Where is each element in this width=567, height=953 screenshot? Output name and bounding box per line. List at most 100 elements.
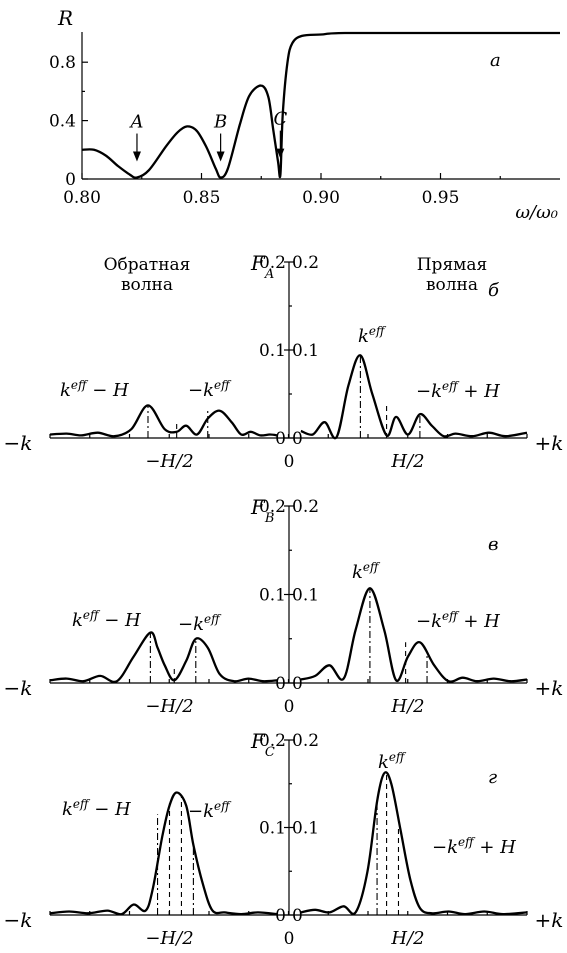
- panel-v-y-tick-label-left: 0.2: [259, 497, 286, 517]
- panel-a-x-tick-label: 0.90: [302, 188, 340, 208]
- panel-g-label-keff-minus-h: keff − H: [62, 797, 131, 820]
- panel-v-ylabel-base: F: [250, 495, 266, 519]
- panel-g-label-keff-base: k: [378, 752, 389, 773]
- panel-a-y-tick-label: 0.4: [49, 112, 76, 132]
- panel-b-label-keff-minus-h-base: k: [60, 380, 71, 401]
- panel-b-ylabel-base: F: [250, 251, 266, 275]
- panel-v-half-h-label: H/2: [390, 696, 424, 717]
- annotation-arrow-head: [132, 151, 141, 162]
- caption-backward-line2: волна: [121, 275, 173, 295]
- panel-v-label-minus-keff-base: −k: [178, 614, 204, 635]
- panel-g-label-keff-minus-h-base: k: [62, 799, 73, 820]
- panel-b-y-tick-label-right: 0.1: [292, 341, 319, 361]
- annotation-label: A: [128, 112, 143, 133]
- panel-b-label-keff-sup: eff: [369, 324, 387, 338]
- panel-v-ylabel: FB: [250, 495, 274, 526]
- panel-v-label-minus-keff-plus-h-rest: + H: [458, 611, 501, 632]
- panel-g-y-tick-label-left: 0.1: [259, 819, 286, 839]
- panel-v-label-keff: keff: [352, 560, 381, 583]
- panel-b-y-tick-label-left: 0.2: [259, 253, 286, 273]
- annotation-label: C: [273, 109, 287, 130]
- panel-b-right-end-label: +k: [535, 431, 564, 455]
- panel-b-label-keff-minus-h-rest: − H: [87, 380, 130, 401]
- panel-g-label-minus-keff-plus-h-sup: eff: [458, 835, 476, 849]
- panel-g-left-end-label: −k: [4, 908, 33, 932]
- panel-b-zero-label: 0: [284, 452, 295, 472]
- caption-forward-line1: Прямая: [417, 255, 488, 275]
- panel-g-y-tick-label-right: 0.1: [292, 819, 319, 839]
- panel-b-label-minus-keff-plus-h-sup: eff: [442, 379, 460, 393]
- panel-a-y-tick-label: 0: [65, 170, 76, 190]
- panel-a-ylabel: R: [57, 6, 73, 30]
- panel-b-label-minus-keff-plus-h-base: −k: [416, 381, 442, 402]
- panel-g-label-keff-sup: eff: [389, 750, 407, 764]
- panel-v-label-minus-keff: −keff: [178, 612, 222, 635]
- panel-g-y-tick-label-left: 0.2: [259, 731, 286, 751]
- panel-g-ylabel-sub: C: [265, 745, 275, 760]
- panel-v-y-tick-label-left: 0: [275, 674, 286, 694]
- panel-v-label-keff-minus-h-sup: eff: [83, 608, 101, 622]
- panel-b-label-keff-minus-h-sup: eff: [71, 378, 89, 392]
- panel-v-curve-forward: [300, 587, 528, 683]
- panel-b-label-keff-base: k: [358, 326, 369, 347]
- panel-g-y-tick-label-right: 0.2: [292, 731, 319, 751]
- panel-v-left-end-label: −k: [4, 676, 33, 700]
- panel-b-label-minus-keff-sup: eff: [214, 378, 232, 392]
- panel-v-label-keff-minus-h: keff − H: [72, 608, 141, 631]
- panel-b-curve-backward: [49, 404, 278, 438]
- panel-g-curve-forward: [300, 771, 528, 916]
- panel-b-left-end-label: −k: [4, 431, 33, 455]
- panel-v-label-keff-minus-h-rest: − H: [99, 610, 142, 631]
- panel-g-y-tick-label-right: 0: [292, 906, 303, 926]
- panel-v-ylabel-sub: B: [264, 511, 275, 526]
- panel-a-x-tick-label: 0.80: [63, 188, 101, 208]
- annotation-arrow-head: [276, 148, 285, 159]
- panel-b-label-minus-keff-plus-h-rest: + H: [458, 381, 501, 402]
- caption-backward-line1: Обратная: [104, 255, 191, 275]
- panel-g-label-keff-minus-h-rest: − H: [89, 799, 132, 820]
- panel-a-y-tick-label: 0.8: [49, 53, 76, 73]
- panel-g-label-minus-keff-plus-h: −keff + H: [432, 835, 516, 858]
- panel-a-x-tick-label: 0.85: [183, 188, 221, 208]
- panel-g-ylabel: FC: [250, 729, 275, 760]
- panel-a-xlabel: ω/ω₀: [515, 202, 558, 223]
- panel-v-neg-half-h-label: −H/2: [145, 696, 193, 717]
- panel-b-y-tick-label-right: 0.2: [292, 253, 319, 273]
- panel-b-letter: б: [488, 280, 500, 301]
- panel-b-label-keff-minus-h: keff − H: [60, 378, 129, 401]
- annotation-arrow-head: [216, 151, 225, 162]
- panel-v-label-keff-minus-h-base: k: [72, 610, 83, 631]
- panel-b-label-minus-keff-base: −k: [188, 380, 214, 401]
- panel-g-zero-label: 0: [284, 929, 295, 949]
- panel-v-y-tick-label-left: 0.1: [259, 586, 286, 606]
- panel-g-label-keff-minus-h-sup: eff: [73, 797, 91, 811]
- panel-g-ylabel-base: F: [250, 729, 266, 753]
- panel-v-label-keff-base: k: [352, 562, 363, 583]
- panel-b-y-tick-label-left: 0: [275, 429, 286, 449]
- panel-v-letter: в: [488, 534, 498, 555]
- panel-v-label-minus-keff-plus-h: −keff + H: [416, 609, 500, 632]
- panel-b-curve-forward: [300, 354, 528, 440]
- panel-v-y-tick-label-right: 0: [292, 674, 303, 694]
- panel-v-label-minus-keff-plus-h-sup: eff: [442, 609, 460, 623]
- panel-b-ylabel-sub: A: [264, 267, 274, 282]
- panel-a-x-tick-label: 0.95: [422, 188, 460, 208]
- panel-v-y-tick-label-right: 0.1: [292, 586, 319, 606]
- panel-g-letter: г: [488, 767, 497, 788]
- panel-g-label-minus-keff-sup: eff: [214, 799, 232, 813]
- panel-g-neg-half-h-label: −H/2: [145, 928, 193, 949]
- panel-g-label-minus-keff-plus-h-rest: + H: [474, 837, 517, 858]
- panel-b-label-keff: keff: [358, 324, 387, 347]
- panel-v-y-tick-label-right: 0.2: [292, 497, 319, 517]
- annotation-label: B: [213, 112, 227, 133]
- panel-a-curve: [81, 31, 560, 179]
- panel-b-y-tick-label-left: 0.1: [259, 341, 286, 361]
- panel-b-label-minus-keff-plus-h: −keff + H: [416, 379, 500, 402]
- panel-g-label-keff: keff: [378, 750, 407, 773]
- panel-b-label-minus-keff: −keff: [188, 378, 232, 401]
- panel-g-y-tick-label-left: 0: [275, 906, 286, 926]
- panel-v-right-end-label: +k: [535, 676, 564, 700]
- panel-v-zero-label: 0: [284, 697, 295, 717]
- panel-g-label-minus-keff: −keff: [188, 799, 232, 822]
